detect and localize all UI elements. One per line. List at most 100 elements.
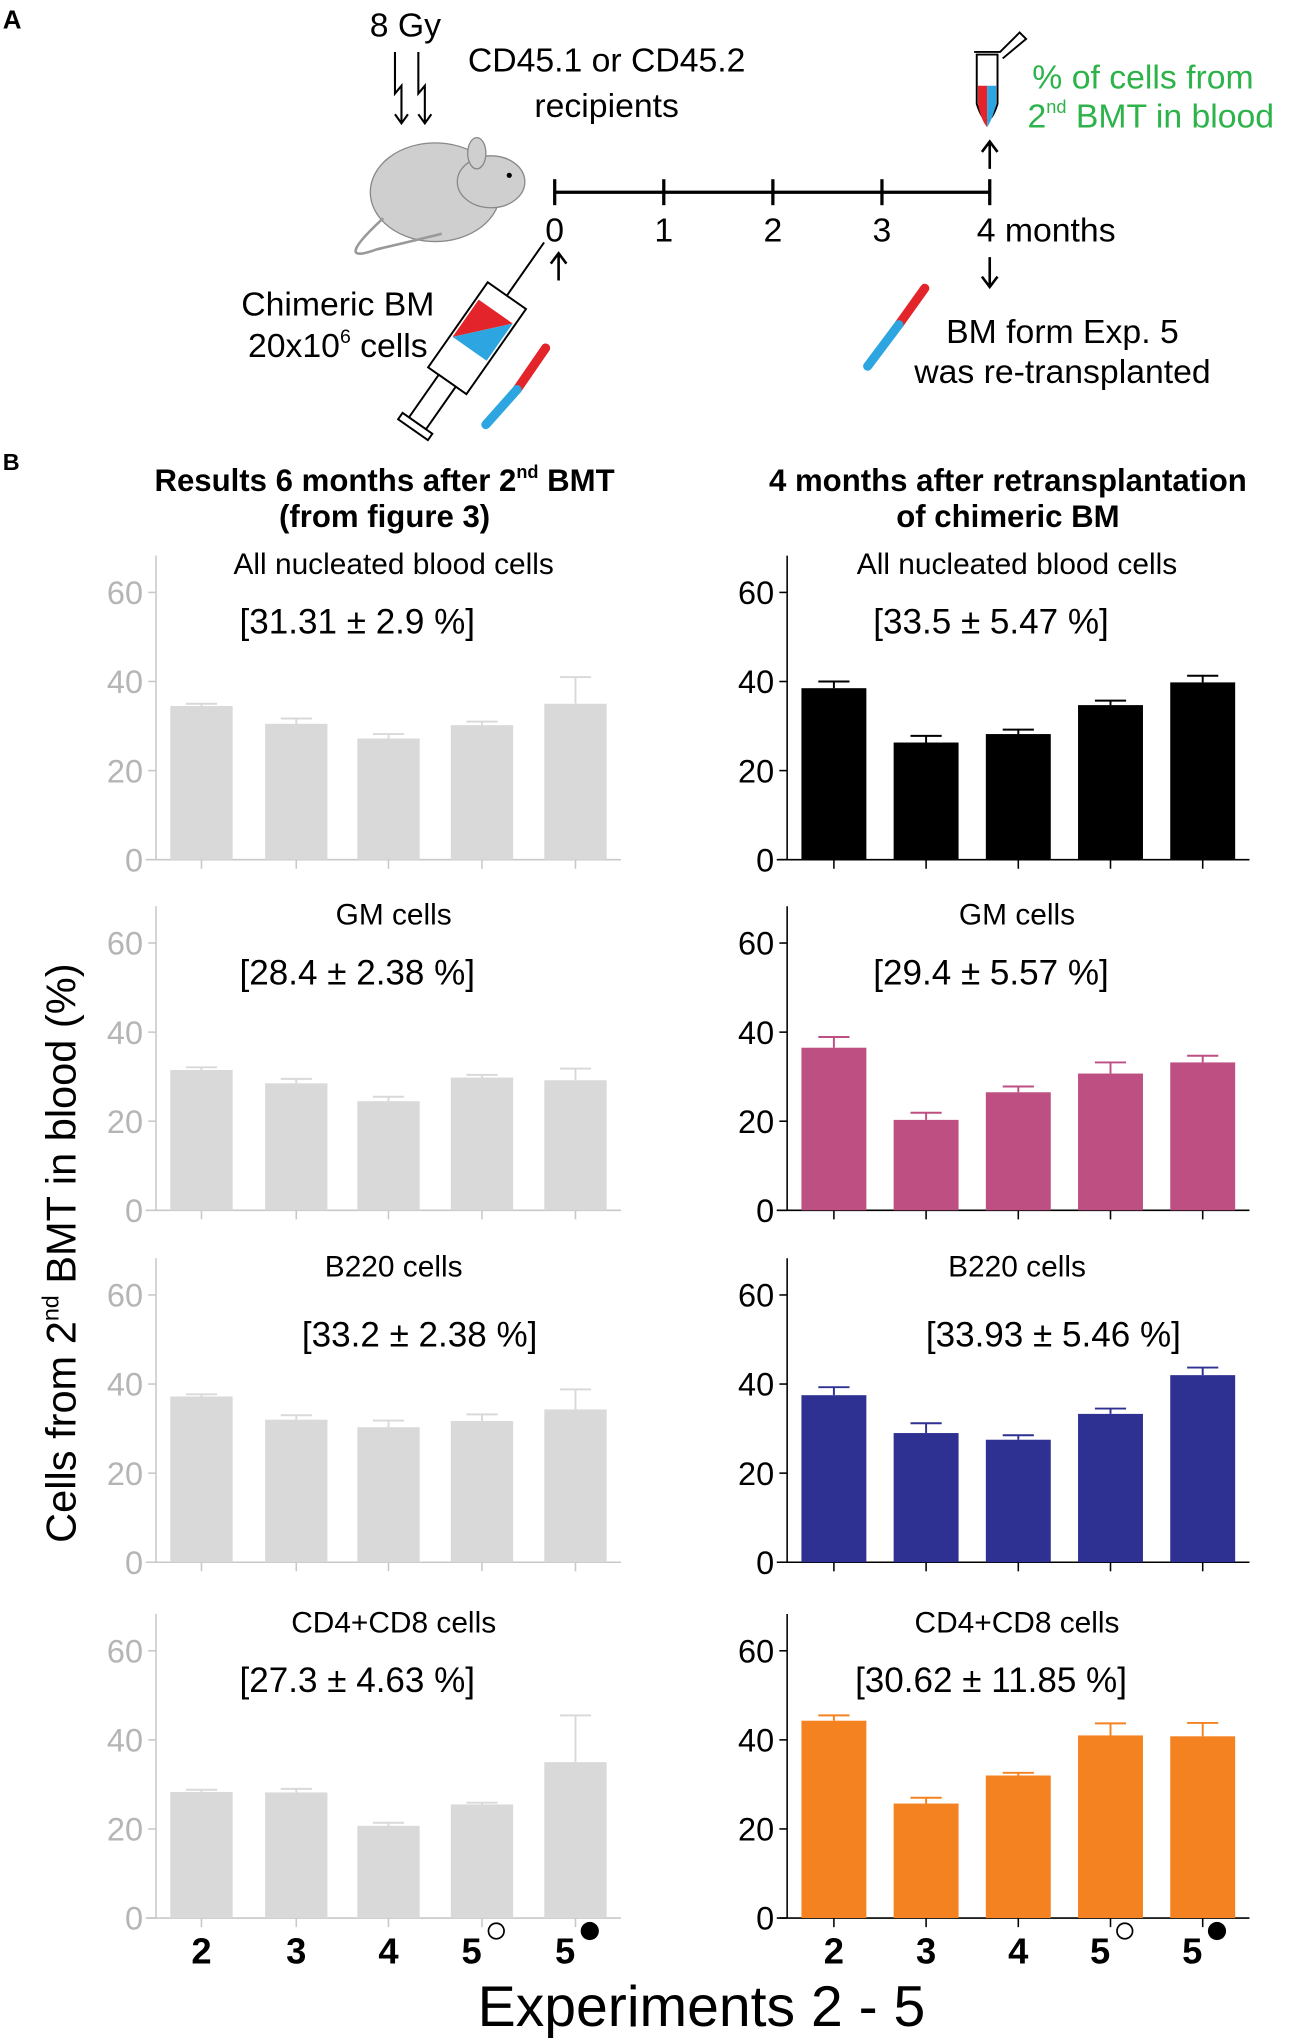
bar-2 (801, 1395, 867, 1563)
y-tick-label: 40 (107, 664, 143, 700)
y-tick-label: 0 (756, 1193, 774, 1229)
chart-right-1: 0 20 40 60 GM cells [29.4 ± 5.57 %] (738, 899, 1250, 1229)
left-header-line2: (from figure 3) (279, 499, 490, 534)
chart-title: CD4+CD8 cells (291, 1606, 496, 1639)
bar-5○ (450, 1077, 514, 1211)
y-tick-label: 60 (107, 1633, 143, 1669)
bar-5○ (450, 1421, 514, 1563)
chart-title: GM cells (959, 899, 1075, 932)
bar-5● (1170, 1375, 1236, 1563)
bar-3 (893, 1803, 959, 1919)
timeline-tick-2: 2 (763, 212, 782, 250)
y-tick-label: 20 (738, 753, 774, 789)
panel-a: A 8 Gy CD45.1 or CD45.2 recipients 0 1 2… (3, 5, 1274, 442)
filled-circle-icon (1207, 1921, 1227, 1941)
y-tick-label: 0 (125, 1193, 143, 1229)
y-tick-label: 60 (107, 575, 143, 611)
retransplant-line1: BM form Exp. 5 (946, 313, 1179, 351)
mean-annotation: [27.3 ± 4.63 %] (240, 1661, 476, 1700)
y-tick-label: 40 (738, 1015, 774, 1051)
bar-4 (357, 1101, 420, 1211)
y-tick-label: 60 (738, 575, 774, 611)
x-tick-labels: 2 3 4 5 5 2 3 4 5 5 (191, 1921, 1227, 1971)
bar-5● (544, 1409, 607, 1563)
y-tick-label: 20 (107, 1812, 143, 1848)
y-tick-label: 20 (738, 1456, 774, 1492)
panel-b-label: B (3, 449, 20, 475)
x-tick-label: 5 (1090, 1930, 1110, 1971)
y-axis-label: Cells from 2nd BMT in blood (%) (38, 963, 85, 1542)
bar-4 (357, 1427, 420, 1563)
bar-5● (544, 703, 607, 860)
bar-3 (893, 742, 959, 860)
x-tick-label: 3 (916, 1930, 936, 1971)
chart-title: All nucleated blood cells (233, 548, 553, 581)
y-tick-label: 20 (738, 1812, 774, 1848)
chart-right-3: 0 20 40 60 CD4+CD8 cells [30.62 ± 11.85 %] (738, 1606, 1250, 1937)
chart-left-2: 0 20 40 60 B220 cells [33.2 ± 2.38 %] (107, 1251, 621, 1581)
y-tick-label: 0 (756, 1901, 774, 1937)
dose-label: 8 Gy (370, 6, 441, 44)
bar-2 (170, 1396, 233, 1563)
timeline (553, 179, 992, 206)
mean-annotation: [33.2 ± 2.38 %] (302, 1316, 538, 1355)
timeline-tick-3: 3 (873, 212, 892, 250)
readout-line2: 2nd BMT in blood (1027, 97, 1274, 135)
y-tick-label: 0 (125, 842, 143, 878)
x-tick-label: 2 (191, 1930, 211, 1971)
chart-left-1: 0 20 40 60 GM cells [28.4 ± 2.38 %] (107, 899, 621, 1229)
chart-title: B220 cells (325, 1251, 463, 1284)
bar-3 (893, 1433, 959, 1563)
bar-2 (170, 1069, 233, 1211)
mean-annotation: [29.4 ± 5.57 %] (873, 953, 1109, 992)
syringe-icon (396, 241, 545, 442)
bar-3 (265, 1792, 328, 1919)
y-tick-label: 20 (107, 753, 143, 789)
y-tick-label: 40 (738, 664, 774, 700)
bar-2 (801, 1047, 867, 1211)
bar-5○ (450, 725, 514, 860)
recipients-line1: CD45.1 or CD45.2 (468, 41, 746, 79)
bar-3 (265, 723, 328, 860)
chart-right-0: 0 20 40 60 All nucleated blood cells [33.5 ± … (738, 548, 1250, 878)
bar-5○ (1078, 1735, 1143, 1919)
y-tick-label: 20 (107, 1456, 143, 1492)
bar-charts: 0 20 40 60 All nucleated blood cells [31.31 ±… (107, 548, 1250, 1937)
y-tick-label: 0 (756, 1545, 774, 1581)
x-axis-label: Experiments 2 - 5 (478, 1975, 926, 2039)
y-tick-label: 40 (738, 1367, 774, 1403)
x-tick-label: 5 (555, 1930, 575, 1971)
mean-annotation: [28.4 ± 2.38 %] (240, 953, 476, 992)
bone-icon (481, 283, 930, 430)
mean-annotation: [33.93 ± 5.46 %] (926, 1316, 1181, 1355)
bar-4 (357, 738, 420, 860)
y-tick-label: 40 (738, 1723, 774, 1759)
chart-title: B220 cells (948, 1251, 1086, 1284)
chart-title: GM cells (336, 899, 452, 932)
y-tick-label: 60 (738, 1633, 774, 1669)
left-header-line1: Results 6 months after 2nd BMT (154, 462, 614, 498)
y-tick-label: 40 (107, 1723, 143, 1759)
chart-left-0: 0 20 40 60 All nucleated blood cells [31.31 ±… (107, 548, 621, 878)
x-tick-label: 3 (286, 1930, 306, 1971)
injection-line1: Chimeric BM (241, 286, 434, 324)
chart-right-2: 0 20 40 60 B220 cells [33.93 ± 5.46 %] (738, 1251, 1250, 1581)
x-tick-label: 4 (378, 1930, 399, 1971)
mean-annotation: [31.31 ± 2.9 %] (240, 603, 476, 642)
bar-4 (985, 1439, 1051, 1563)
bar-4 (357, 1825, 420, 1919)
y-tick-label: 20 (738, 1104, 774, 1140)
bar-3 (265, 1419, 328, 1563)
bar-5○ (450, 1804, 514, 1919)
bar-5○ (1078, 705, 1143, 860)
mean-annotation: [30.62 ± 11.85 %] (855, 1661, 1127, 1700)
bar-4 (985, 1092, 1051, 1211)
y-tick-label: 40 (107, 1015, 143, 1051)
bar-2 (170, 1791, 233, 1919)
timeline-tick-0: 0 (545, 212, 564, 250)
open-circle-icon (1116, 1922, 1134, 1940)
bar-5● (544, 1080, 607, 1211)
bar-5● (1170, 682, 1236, 860)
recipients-line2: recipients (534, 87, 678, 125)
